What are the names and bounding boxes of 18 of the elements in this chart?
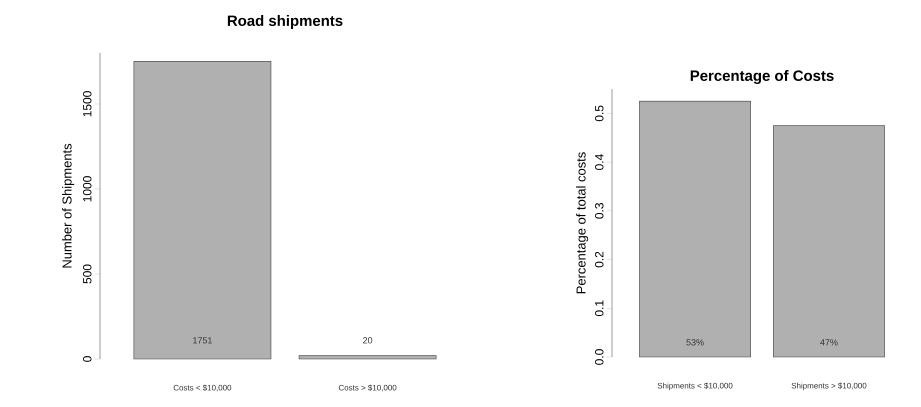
y-tick-label: 0.5 xyxy=(595,106,604,122)
chart-title: Road shipments xyxy=(228,15,342,29)
data-label: 47% xyxy=(820,339,838,346)
y-tick-label: 0.4 xyxy=(595,154,604,170)
y-tick-label: 0.2 xyxy=(595,252,604,268)
y-tick-label: 500 xyxy=(83,264,92,284)
y-tick-label: 0.0 xyxy=(595,349,604,365)
chart-title: Percentage of Costs xyxy=(690,70,834,84)
y-axis-title: Number of Shipments xyxy=(62,144,74,268)
y-tick-label: 0 xyxy=(83,356,92,362)
data-label: 20 xyxy=(363,337,372,344)
y-tick-label: 1000 xyxy=(83,176,92,202)
data-label: 1751 xyxy=(193,337,212,344)
y-tick-label: 0.3 xyxy=(595,203,604,219)
y-tick-label: 1500 xyxy=(83,91,92,116)
data-label: 53% xyxy=(686,339,704,346)
y-tick-label: 0.1 xyxy=(595,300,604,316)
y-axis-title: Percentage of total costs xyxy=(576,152,588,294)
